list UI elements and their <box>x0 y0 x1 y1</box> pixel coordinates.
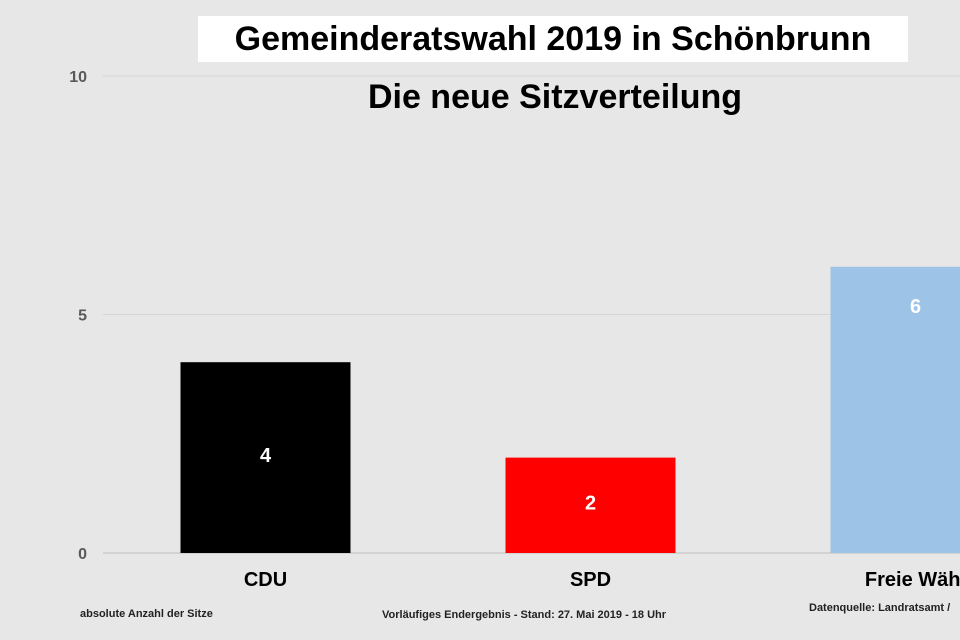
x-tick-label: SPD <box>570 569 611 591</box>
x-tick-label: Freie Wähl <box>865 569 960 591</box>
bar-data-label: 4 <box>260 445 272 467</box>
bar-data-label: 6 <box>910 296 921 318</box>
bar-freie-wähl <box>830 266 960 553</box>
y-tick-label-10: 10 <box>69 69 87 86</box>
x-axis-labels: CDU SPD Freie Wähl <box>244 569 960 591</box>
footnote-status: Vorläufiges Endergebnis - Stand: 27. Mai… <box>382 609 667 621</box>
x-tick-label: CDU <box>244 569 287 591</box>
y-axis-ticks: 0 5 10 <box>69 69 87 563</box>
bar-data-label: 2 <box>585 493 596 515</box>
y-tick-label-5: 5 <box>78 308 87 325</box>
y-tick-label-0: 0 <box>78 546 87 563</box>
bar-spd <box>505 457 676 553</box>
footnote-axis-unit: absolute Anzahl der Sitze <box>80 608 213 620</box>
bars <box>180 266 960 553</box>
bar-cdu <box>180 362 351 553</box>
chart-subtitle: Die neue Sitzverteilung <box>367 78 743 116</box>
footnote-source: Datenquelle: Landratsamt / <box>809 602 951 614</box>
bar-data-labels: 4 2 6 <box>260 296 921 515</box>
chart-title: Gemeinderatswahl 2019 in Schönbrunn <box>198 16 908 62</box>
